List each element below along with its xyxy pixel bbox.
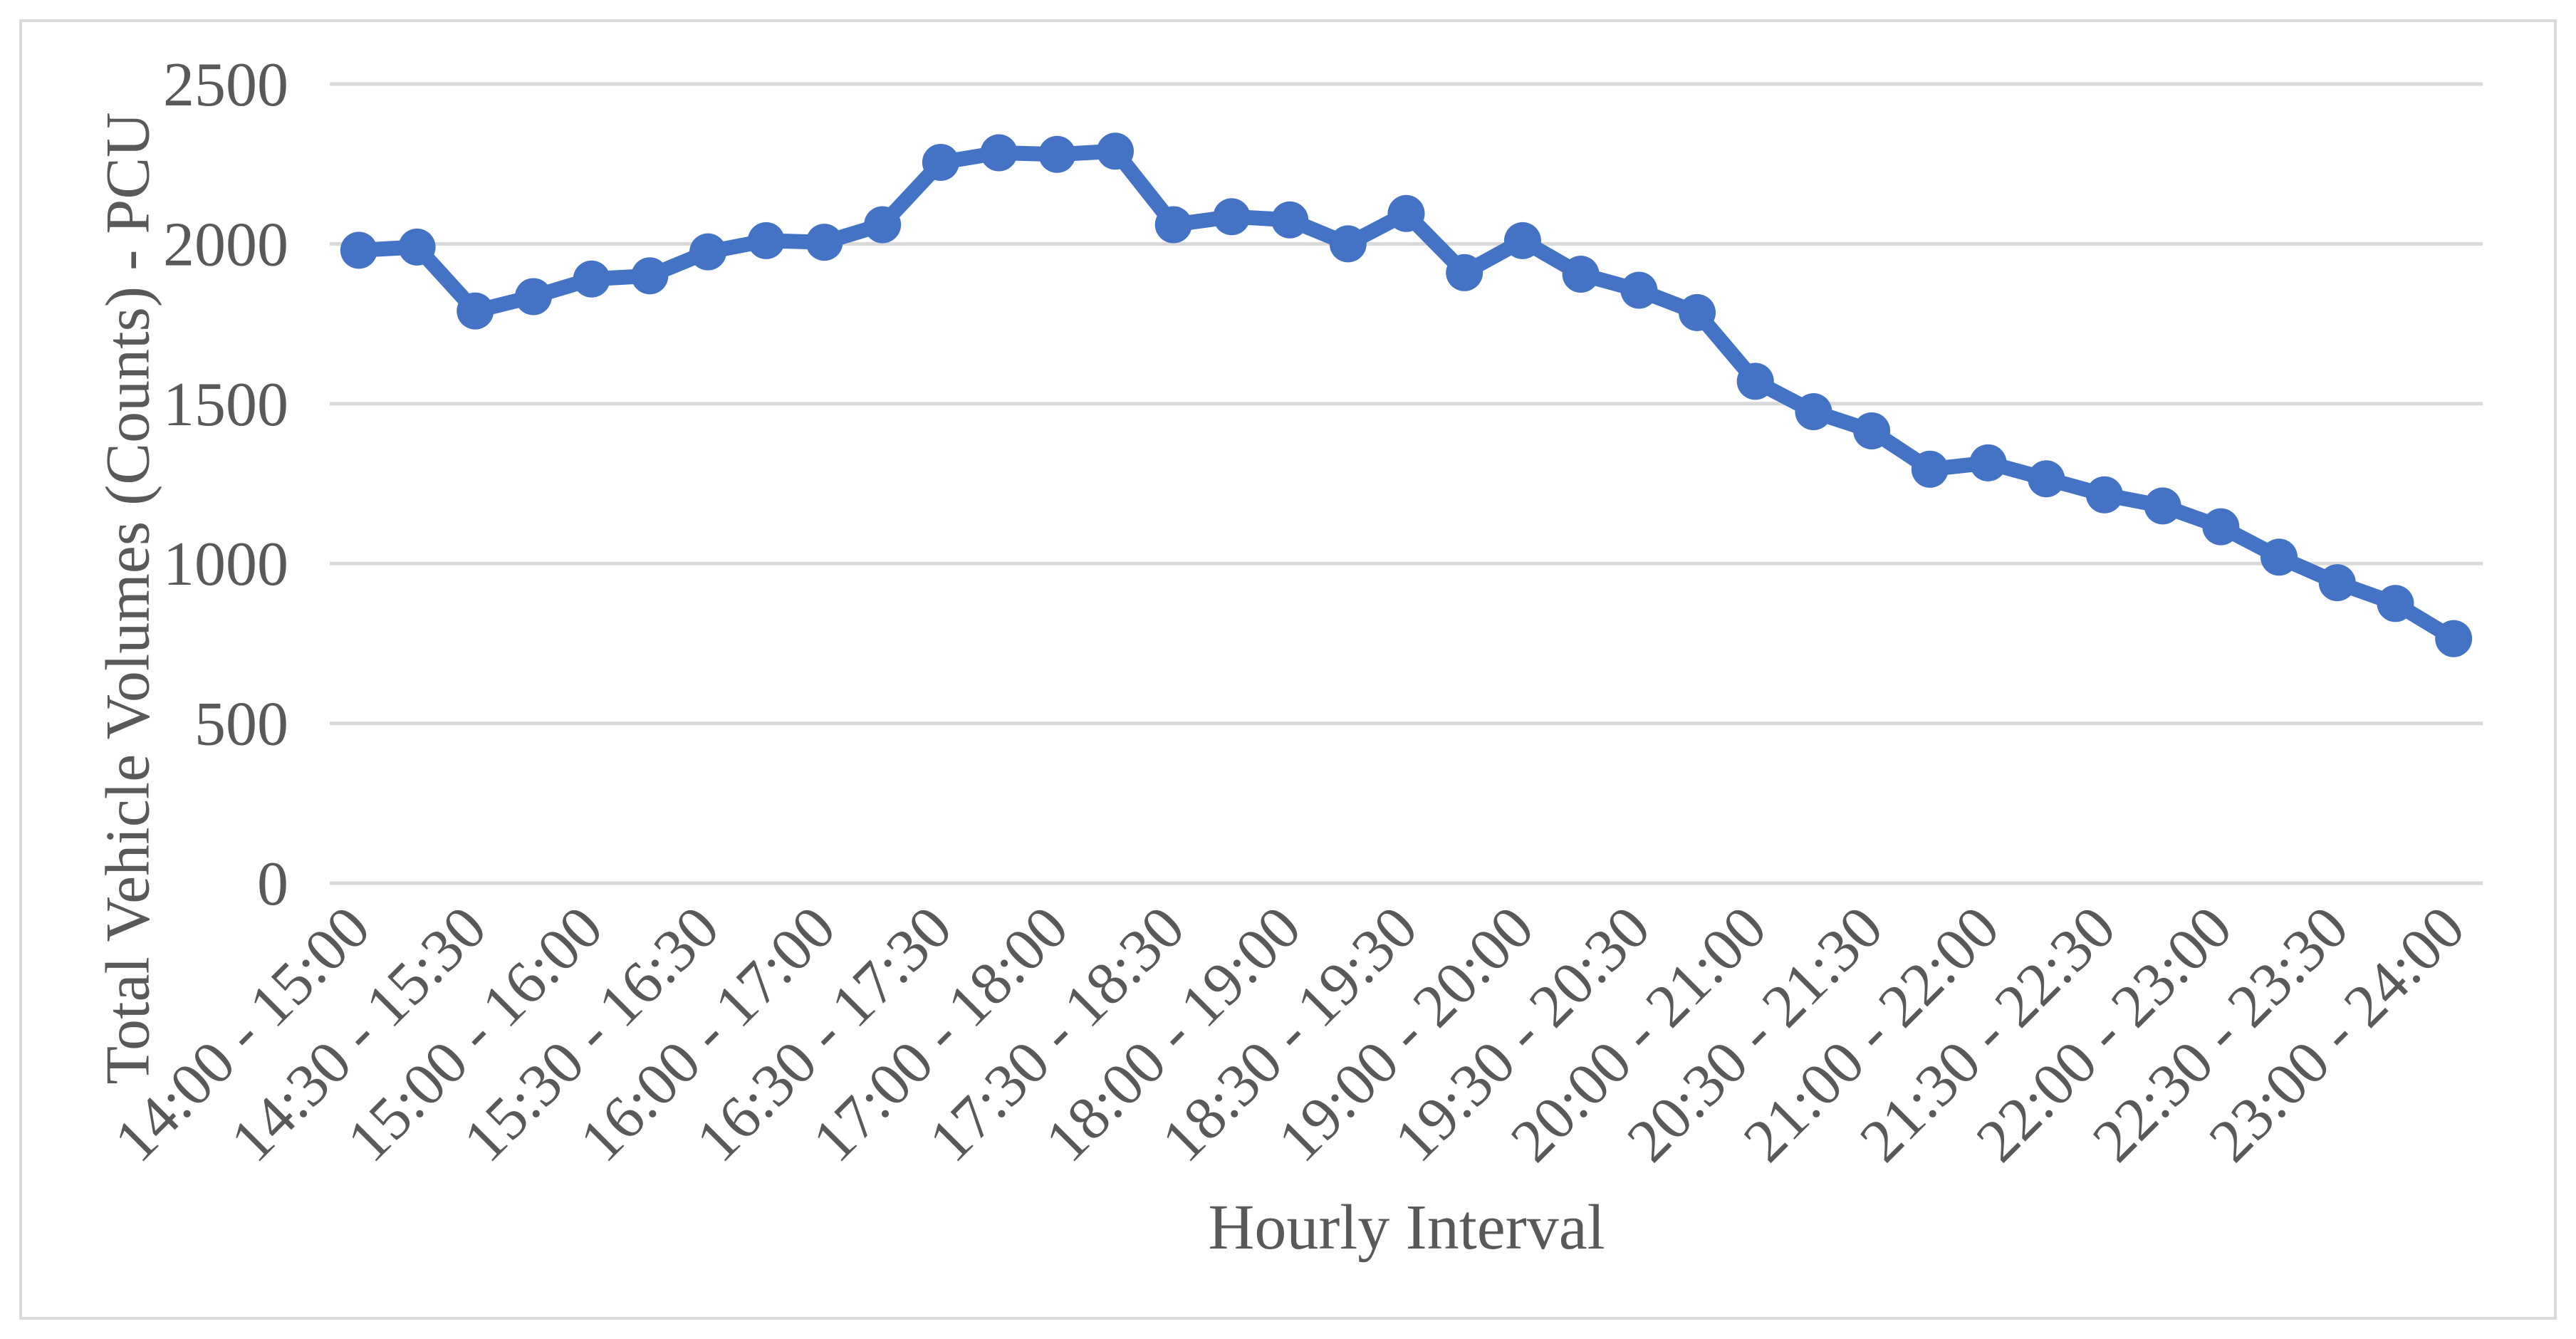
data-point-marker <box>1736 363 1774 400</box>
data-point-marker <box>1329 225 1367 263</box>
data-point-marker <box>1679 293 1716 331</box>
data-point-marker <box>1853 412 1891 449</box>
data-point-marker <box>1271 201 1309 239</box>
y-tick-label: 1000 <box>163 530 288 599</box>
data-point-marker <box>2144 487 2181 525</box>
data-point-marker <box>2085 476 2123 514</box>
data-point-marker <box>689 233 727 271</box>
data-point-marker <box>514 278 552 316</box>
data-point-marker <box>1387 194 1425 232</box>
data-point-marker <box>631 257 669 295</box>
data-point-marker <box>2202 508 2240 546</box>
data-series <box>340 132 2473 657</box>
data-point-marker <box>980 134 1018 172</box>
x-axis-title: Hourly Interval <box>1208 1192 1605 1263</box>
data-point-marker <box>1795 393 1832 431</box>
data-point-marker <box>1213 198 1251 236</box>
data-point-marker <box>864 206 902 244</box>
y-tick-label: 2000 <box>163 210 288 279</box>
data-point-marker <box>2318 564 2356 602</box>
y-tick-label: 500 <box>194 690 288 759</box>
data-point-marker <box>747 222 785 259</box>
y-tick-label: 1500 <box>163 370 288 439</box>
data-point-marker <box>1154 206 1192 244</box>
y-tick-label: 2500 <box>163 51 288 120</box>
y-axis-tick-labels: 0 500 1000 1500 2000 2500 <box>163 51 288 919</box>
data-point-marker <box>1446 254 1483 291</box>
data-point-marker <box>2260 538 2298 576</box>
y-tick-label: 0 <box>257 850 288 919</box>
data-point-marker <box>1503 222 1541 259</box>
y-axis-title-text: Total Vehicle Volumes (Counts) - PCU <box>93 112 163 1085</box>
data-point-marker <box>457 292 494 330</box>
data-point-marker <box>2435 620 2473 657</box>
data-point-marker <box>2028 460 2065 498</box>
gridlines <box>330 82 2483 885</box>
data-point-marker <box>1562 256 1600 293</box>
data-point-marker <box>1620 271 1658 309</box>
data-point-marker <box>1038 135 1076 173</box>
data-point-marker <box>1096 132 1134 170</box>
data-point-marker <box>1911 450 1949 488</box>
data-point-marker <box>805 224 843 261</box>
data-point-marker <box>922 143 959 181</box>
data-point-marker <box>1969 444 2007 481</box>
data-point-marker <box>573 260 610 298</box>
data-point-marker <box>2377 585 2414 622</box>
data-point-marker <box>398 228 436 266</box>
data-point-marker <box>340 231 377 269</box>
